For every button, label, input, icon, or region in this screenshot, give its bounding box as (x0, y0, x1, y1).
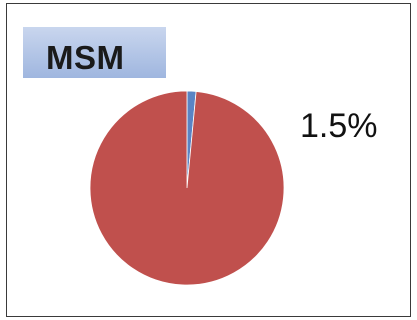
title-box (23, 27, 166, 78)
pie-slice-1 (89, 90, 285, 286)
chart-title: MSM (46, 39, 125, 76)
slice-data-label: 1.5% (300, 107, 378, 145)
pie-slices (89, 90, 285, 286)
